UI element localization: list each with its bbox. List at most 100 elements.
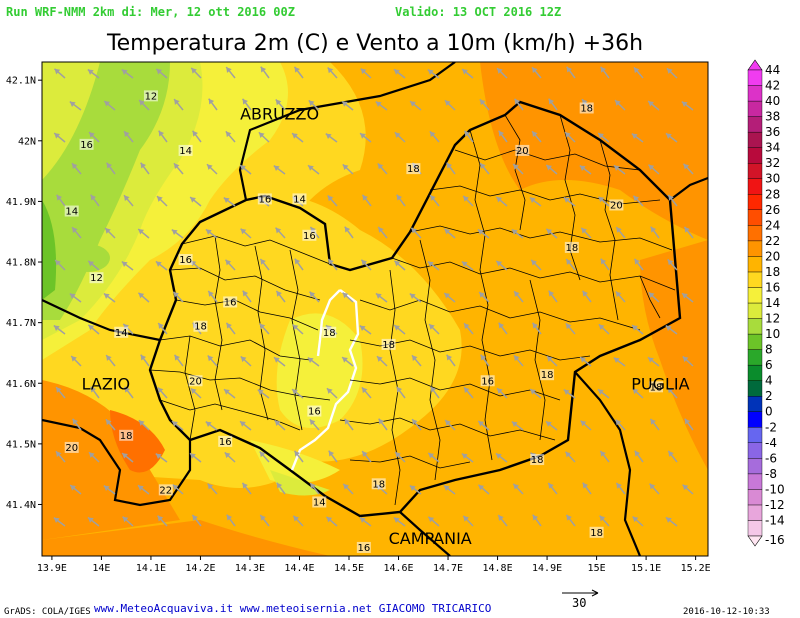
- lat-tick-label: 41.4N: [6, 500, 36, 511]
- region-label: ABRUZZO: [240, 105, 319, 124]
- wind-arrow: [172, 484, 184, 495]
- wind-arrow: [478, 291, 490, 303]
- isotherm-label-bg: [609, 199, 624, 211]
- colorbar-swatch: [747, 458, 763, 475]
- wind-arrow: [325, 133, 338, 143]
- wind-arrow: [69, 292, 82, 303]
- wind-arrow: [613, 357, 626, 367]
- wind-arrow: [172, 291, 184, 303]
- wind-arrow: [239, 164, 252, 175]
- wind-arrow: [308, 99, 320, 111]
- wind-arrow: [396, 386, 406, 399]
- colorbar-swatch: [747, 489, 763, 506]
- colorbar-label: -16: [765, 533, 785, 547]
- wind-arrow: [259, 258, 270, 271]
- wind-arrow: [327, 195, 338, 207]
- lon-tick-label: 15E: [588, 563, 606, 574]
- wind-arrow: [565, 514, 576, 527]
- wind-arrow: [309, 482, 320, 495]
- colorbar-swatch: [747, 287, 763, 304]
- lat-tick-label: 42N: [18, 136, 36, 147]
- wind-arrow: [564, 131, 576, 143]
- wind-arrow: [224, 451, 236, 463]
- lon-tick-label: 14.5E: [334, 563, 364, 574]
- colorbar-label: 36: [765, 125, 780, 139]
- wind-arrow: [615, 482, 626, 495]
- wind-arrow: [477, 228, 490, 239]
- lat-tick-label: 42.1N: [6, 76, 36, 87]
- map-title: Temperatura 2m (C) e Vento a 10m (km/h) …: [106, 31, 643, 56]
- wind-arrows: [53, 66, 694, 527]
- isotherm-label-bg: [64, 205, 79, 217]
- isotherm-label-bg: [381, 338, 396, 350]
- colorbar-swatch: [747, 69, 763, 86]
- wind-arrow: [443, 292, 456, 303]
- colorbar-label: -4: [765, 436, 777, 450]
- wind-arrow: [360, 259, 372, 271]
- wind-arrow: [648, 291, 660, 303]
- wind-arrow: [241, 98, 252, 111]
- isotherm-label: 18: [590, 528, 603, 539]
- wind-arrow: [155, 68, 168, 79]
- isotherm-label: 14: [65, 207, 78, 218]
- wind-arrow: [293, 450, 304, 463]
- wind-arrow: [88, 131, 100, 143]
- lat-tick-label: 41.6N: [6, 379, 36, 390]
- wind-arrow: [511, 420, 524, 431]
- wind-arrow: [597, 388, 610, 399]
- wind-arrow: [140, 354, 150, 367]
- wind-arrow: [532, 322, 542, 335]
- wind-arrow: [649, 483, 660, 495]
- wind-arrow: [342, 292, 354, 303]
- wind-arrow: [259, 323, 270, 335]
- wind-arrow: [242, 290, 252, 303]
- isotherm-label: 18: [382, 340, 395, 351]
- isotherm-label: 16: [308, 407, 321, 418]
- wind-arrow: [53, 516, 66, 527]
- isotherm-label-bg: [302, 229, 317, 241]
- wind-arrow: [90, 194, 100, 207]
- colorbar-swatch: [747, 147, 763, 164]
- wind-arrow: [106, 162, 116, 175]
- colorbar-swatch: [747, 256, 763, 273]
- wind-arrow: [69, 484, 82, 495]
- wind-arrow: [103, 292, 116, 303]
- isotherm-label-bg: [406, 163, 421, 175]
- wind-arrow: [71, 226, 82, 239]
- wind-arrow: [361, 386, 372, 399]
- colorbar-swatch: [747, 504, 763, 521]
- colorbar-label: 28: [765, 187, 780, 201]
- colorbar-swatch: [747, 520, 763, 537]
- colorbar-label: 32: [765, 156, 780, 170]
- isotherm-label: 14: [179, 146, 192, 157]
- wind-arrow: [226, 514, 236, 527]
- wind-arrow: [446, 354, 456, 367]
- map-frame: [41, 61, 709, 557]
- lat-tick-label: 41.7N: [6, 318, 36, 329]
- wind-arrow: [409, 292, 422, 303]
- wind-arrow: [138, 99, 150, 111]
- isotherm-label-bg: [579, 102, 594, 114]
- isotherm-label-bg: [178, 144, 193, 156]
- wind-arrow: [477, 484, 490, 495]
- wind-arrow: [157, 515, 168, 527]
- wind-arrow: [223, 197, 236, 207]
- isotherm-label-bg: [307, 405, 322, 417]
- lon-tick-label: 14E: [92, 563, 110, 574]
- region-label: CAMPANIA: [389, 529, 472, 548]
- wind-arrow: [240, 228, 252, 239]
- lon-tick-label: 13.9E: [37, 563, 67, 574]
- lat-tick-label: 41.8N: [6, 258, 36, 269]
- wind-arrow: [121, 452, 134, 463]
- wind-arrow: [479, 162, 490, 175]
- latitude-axis: 42.1N 42N 41.9N 41.8N 41.7N 41.6N 41.5N 41.4N: [6, 76, 42, 511]
- wind-arrow: [530, 259, 542, 271]
- wind-arrow: [173, 162, 184, 175]
- isotherm-label: 20: [610, 200, 623, 211]
- wind-arrow: [69, 100, 82, 111]
- wind-arrow: [325, 516, 338, 527]
- wind-arrow: [259, 450, 270, 463]
- province-border: [290, 289, 360, 471]
- wind-arrow: [258, 131, 270, 143]
